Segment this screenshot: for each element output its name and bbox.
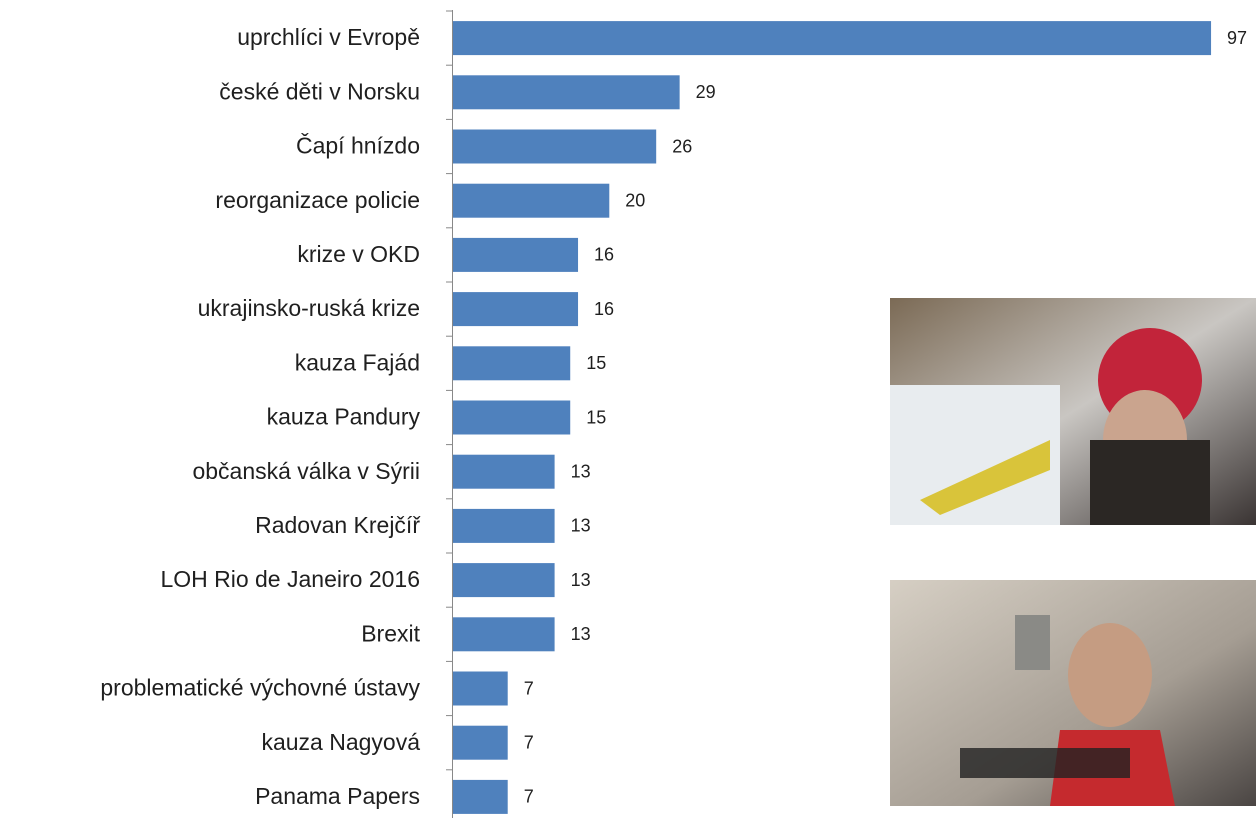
category-label: české děti v Norsku [219,78,420,104]
photo-interview [890,580,1256,806]
category-label: reorganizace policie [215,187,420,213]
category-label: LOH Rio de Janeiro 2016 [160,566,420,592]
value-label: 97 [1227,28,1247,48]
page: {"chart_data": {"type": "hbar", "categor… [0,0,1256,819]
value-label: 20 [625,190,645,210]
bar [453,130,656,164]
bar [453,726,508,760]
category-label: ukrajinsko-ruská krize [198,295,420,321]
category-label: Čapí hnízdo [296,132,420,159]
value-label: 7 [524,678,534,698]
value-label: 15 [586,407,606,427]
value-label: 7 [524,732,534,752]
chart: uprchlíci v Evropě 97 české děti v Norsku 2… [0,0,1256,819]
photo-protest [890,298,1256,525]
category-label: kauza Fajád [295,349,420,375]
value-label: 16 [594,299,614,319]
bar [453,672,508,706]
category-label: problematické výchovné ústavy [100,675,420,701]
bar [453,455,555,489]
bar [453,617,555,651]
category-label: Radovan Krejčíř [255,512,421,538]
category-label: Brexit [361,620,420,646]
category-label: občanská válka v Sýrii [192,458,420,484]
value-label: 13 [571,516,591,536]
category-label: krize v OKD [297,241,420,267]
category-label: uprchlíci v Evropě [237,24,420,50]
value-label: 7 [524,787,534,807]
value-label: 29 [696,82,716,102]
value-label: 16 [594,245,614,265]
bar [453,21,1211,55]
bar [453,563,555,597]
bar [453,75,680,109]
value-label: 13 [571,461,591,481]
category-label: kauza Nagyová [261,729,420,755]
value-label: 13 [571,570,591,590]
value-label: 13 [571,624,591,644]
bar [453,401,570,435]
bar [453,509,555,543]
bar [453,780,508,814]
value-label: 26 [672,136,692,156]
bar [453,292,578,326]
category-label: kauza Pandury [267,404,421,430]
category-label: Panama Papers [255,783,420,809]
bar [453,346,570,380]
bar [453,184,609,218]
bar [453,238,578,272]
value-label: 15 [586,353,606,373]
